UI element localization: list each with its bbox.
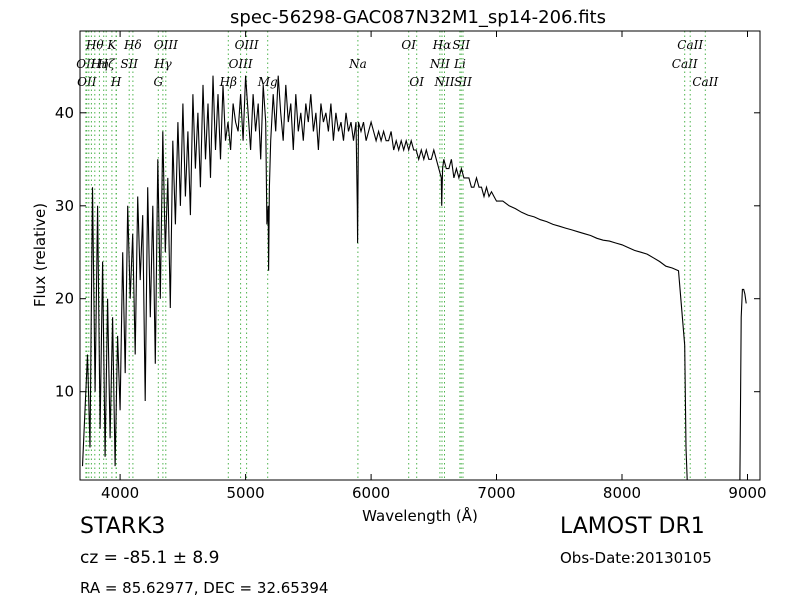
x-tick-label: 7000 <box>477 484 515 502</box>
spectrum-series <box>81 75 747 481</box>
plot-frame <box>79 30 761 481</box>
spectral-line-label: Hγ <box>153 57 172 71</box>
spectral-line-label: H <box>110 75 122 89</box>
y-tick-label: 40 <box>55 104 74 122</box>
spectral-line-label: SII <box>452 38 470 52</box>
spectral-line-label: Na <box>348 57 367 71</box>
spectral-line-label: CaII <box>677 38 703 52</box>
observation-date: Obs-Date:20130105 <box>560 549 712 567</box>
x-tick-label: 8000 <box>603 484 641 502</box>
spectral-line-markers: OIIOIIHθHηHζKHSIIHδGHγOIIIHβOIIIOIIIMgNa… <box>76 31 718 480</box>
x-tick-label: 9000 <box>728 484 766 502</box>
spectral-line-label: OIII <box>154 38 178 52</box>
chart-title: spec-56298-GAC087N32M1_sp14-206.fits <box>230 7 606 28</box>
y-tick-label: 10 <box>55 383 74 401</box>
spectral-line-label: Hα <box>432 38 452 52</box>
spectral-line-label: OI <box>401 38 416 52</box>
object-subclass: K3 <box>137 514 166 539</box>
survey-name: LAMOST DR1 <box>560 514 705 539</box>
x-tick-label: 4000 <box>101 484 139 502</box>
y-tick-label: 30 <box>55 197 74 215</box>
axis-ticks: 4000 5000 6000 7000 8000 9000 10 20 30 40 <box>55 31 767 502</box>
spectrum-line <box>81 75 747 481</box>
spectral-line-label: NII <box>429 57 450 71</box>
spectral-line-label: Hθ <box>85 38 104 52</box>
object-class: STAR <box>80 514 137 539</box>
spectral-line-label: NII <box>434 75 455 89</box>
x-tick-label: 6000 <box>352 484 390 502</box>
spectral-line-label: CaII <box>672 57 698 71</box>
spectral-line-label: Li <box>453 57 466 71</box>
spectral-line-label: Hδ <box>123 38 142 52</box>
redshift-text: cz = -85.1 ± 8.9 <box>80 548 220 568</box>
spectral-line-label: OIII <box>229 57 253 71</box>
spectral-line-label: Hβ <box>219 75 237 89</box>
spectral-line-label: SII <box>120 57 138 71</box>
spectral-line-label: CaII <box>692 75 718 89</box>
x-axis-label: Wavelength (Å) <box>362 506 478 525</box>
spectral-line-label: OIII <box>235 38 259 52</box>
y-tick-label: 20 <box>55 290 74 308</box>
spectral-line-label: OI <box>409 75 424 89</box>
spectral-line-label: K <box>106 38 117 52</box>
y-axis-label: Flux (relative) <box>31 203 49 307</box>
spectral-line-label: Hζ <box>97 57 116 71</box>
x-tick-label: 5000 <box>227 484 265 502</box>
spectral-line-label: G <box>154 75 164 89</box>
coordinates-text: RA = 85.62977, DEC = 32.65394 <box>80 579 329 597</box>
spectral-line-label: Mg <box>257 75 278 89</box>
spectral-line-label: SII <box>454 75 472 89</box>
